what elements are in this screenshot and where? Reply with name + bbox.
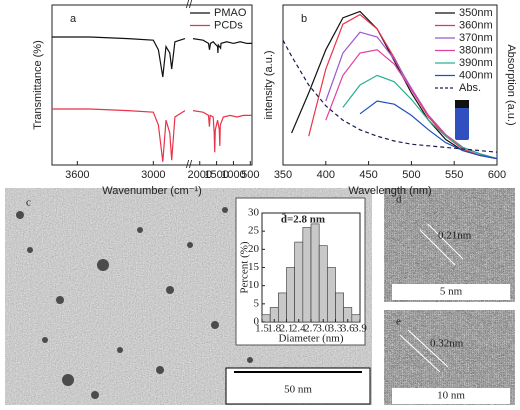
- x-tick-label: 600: [488, 169, 506, 181]
- y-tick-label: 20: [248, 243, 260, 255]
- lattice-marker: [407, 329, 449, 368]
- scale-bar-label: 10 nm: [437, 390, 465, 402]
- histogram-bar: [261, 314, 271, 323]
- y-tick-label: 0: [254, 316, 260, 328]
- histogram-bar: [327, 267, 336, 323]
- y-axis-label: Percent (%): [239, 241, 251, 294]
- histogram-bar: [302, 227, 312, 323]
- lattice-marker: [427, 223, 464, 260]
- lattice-spacing: 0.21nm: [438, 230, 472, 242]
- x-tick-label: 3000: [141, 169, 165, 181]
- scale-bar-label: 5 nm: [440, 286, 463, 298]
- legend-label: 390nm: [459, 57, 493, 69]
- y-axis-label: Transmittance (%): [32, 40, 44, 129]
- vial-cap: [455, 100, 469, 108]
- x-tick-label: 2.7: [304, 323, 318, 335]
- legend-label: PCDs: [214, 19, 243, 31]
- scale-bar-label: 50 nm: [284, 384, 312, 396]
- series-line: [342, 74, 498, 160]
- x-tick-label: 1.8: [267, 323, 281, 335]
- panel-label: e: [396, 316, 401, 328]
- x-tick-label: 3.6: [341, 323, 355, 335]
- histogram-bar: [351, 314, 361, 323]
- histogram-bar: [335, 292, 344, 323]
- x-tick-label: 450: [359, 169, 377, 181]
- x-tick-label: 2.4: [292, 323, 306, 335]
- x-tick-label: 350: [274, 169, 292, 181]
- y-tick-label: 25: [248, 225, 260, 237]
- panel-label: c: [26, 197, 31, 209]
- y-tick-label: 30: [248, 207, 260, 219]
- legend-label: Abs.: [459, 82, 481, 94]
- legend-label: 400nm: [459, 69, 493, 81]
- lattice-marker: [419, 229, 456, 266]
- hrtem-image-e: e 0.32nm 10 nm: [384, 310, 515, 405]
- y2-axis-label: Absorption (a.u.): [505, 44, 517, 125]
- x-tick-label: 550: [445, 169, 463, 181]
- legend-label: PMAO: [214, 7, 247, 19]
- x-tick-label: 1.5: [255, 323, 269, 335]
- x-tick-label: 500: [241, 169, 259, 181]
- scale-bar-box: [392, 388, 510, 404]
- x-tick-label: 3.0: [316, 323, 330, 335]
- x-tick-label: 1500: [204, 169, 228, 181]
- scale-bar-box: [392, 284, 510, 300]
- legend-label: 350nm: [459, 7, 493, 19]
- histogram-bar: [286, 267, 295, 323]
- series-line: [52, 108, 252, 162]
- histogram-bar: [278, 292, 287, 323]
- lattice-marker: [399, 334, 441, 373]
- legend-label: 370nm: [459, 32, 493, 44]
- panel-label: a: [70, 13, 77, 25]
- x-tick-label: 2000: [188, 169, 212, 181]
- x-tick-label: 3600: [65, 169, 89, 181]
- x-axis-label: Wavenumber (cm⁻¹): [102, 185, 202, 197]
- panel-label: d: [396, 194, 402, 206]
- panel-label: b: [301, 13, 307, 25]
- x-tick-label: 1000: [221, 169, 245, 181]
- x-tick-label: 3.3: [329, 323, 343, 335]
- legend-label: 360nm: [459, 19, 493, 31]
- legend-label: 380nm: [459, 44, 493, 56]
- x-tick-label: 400: [317, 169, 335, 181]
- x-tick-label: 2.1: [280, 323, 294, 335]
- series-line: [282, 39, 498, 153]
- x-axis-label: Diameter (nm): [278, 333, 343, 345]
- series-line: [359, 100, 498, 160]
- chart-title: d̄=2.8 nm: [281, 213, 325, 225]
- histogram-bar: [318, 245, 328, 323]
- scale-bar-box: [225, 367, 371, 405]
- x-tick-label: 500: [402, 169, 420, 181]
- hrtem-image-d: d 0.21nm 5 nm: [384, 188, 515, 302]
- nanoparticles: [16, 207, 253, 399]
- plot-frame: [51, 4, 253, 166]
- series-line: [52, 36, 252, 78]
- y-tick-label: 10: [248, 279, 260, 291]
- histogram-bar: [310, 223, 320, 323]
- x-tick-label: 3.9: [353, 323, 367, 335]
- plot-frame: [282, 4, 498, 166]
- lattice-spacing: 0.32nm: [430, 338, 464, 350]
- y-axis-label: intensity (a.u.): [263, 50, 275, 119]
- y-tick-label: 15: [248, 261, 260, 273]
- vial-photo: [455, 100, 469, 140]
- histogram-bar: [294, 241, 304, 323]
- y-tick-label: 5: [254, 297, 260, 309]
- x-axis-label: Wavelength (nm): [348, 185, 431, 197]
